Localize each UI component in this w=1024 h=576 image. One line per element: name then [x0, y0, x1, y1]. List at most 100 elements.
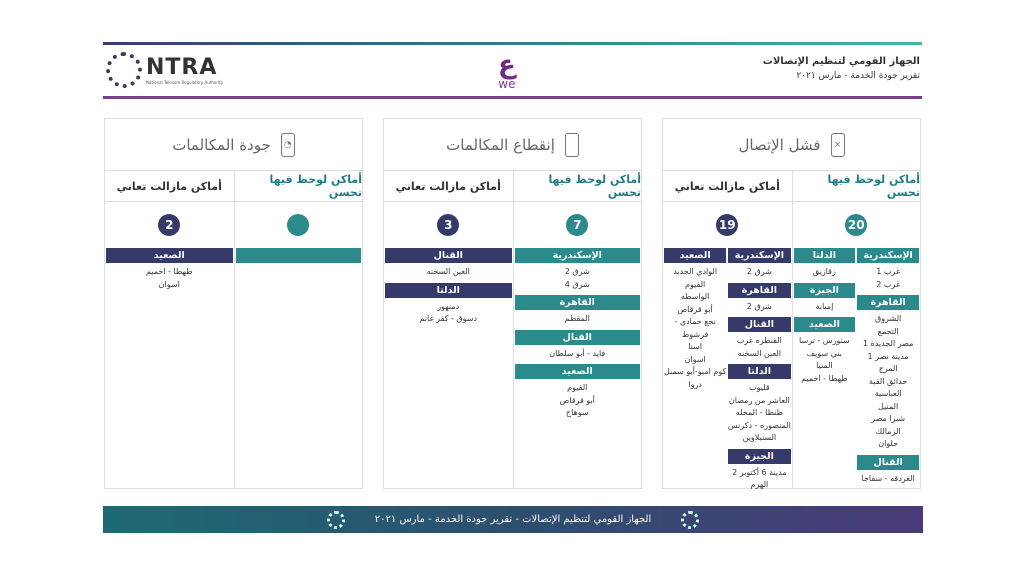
place-item: سنورس - ترسا [799, 336, 850, 345]
region-header [235, 248, 361, 263]
place-item: الفيوم [685, 279, 706, 289]
region-header: القنال [385, 248, 512, 263]
place-item: اسوان [684, 354, 706, 364]
card-title-row: إنقطاع المكالمات [384, 119, 641, 171]
place-item: حلوان [878, 439, 899, 448]
region-group: القنال العين السخنه [384, 248, 513, 283]
region-group: الصعيد الوادي الجديد الفيوم الواسطه أبو قرق… [663, 248, 727, 395]
places-list: الغردقه - سفاجا [856, 470, 920, 490]
place-item: الزمالك [875, 426, 901, 436]
place-item: مدينة نصر 1 [867, 351, 909, 361]
count-row: 2 [105, 202, 234, 248]
place-item: الهرم [750, 480, 769, 489]
region-group: الإسكندرية شرق 2 [727, 248, 791, 283]
region-header: الصعيد [106, 248, 233, 263]
improved-header: أماكن لوحظ فيها تحسن [234, 171, 362, 202]
card-title: فشل الإتصال [738, 135, 821, 154]
count-badge [287, 214, 310, 236]
region-group: الدلتا زقازيق [793, 248, 857, 283]
region-header: القاهرة [514, 295, 640, 310]
region-header: القنال [514, 329, 640, 345]
region-header: الإسكندرية [857, 248, 919, 263]
place-item: أبو قرقاص [559, 395, 595, 405]
metric-card: إنقطاع المكالمات أماكن لوحظ فيها تحسن 7 … [383, 118, 642, 489]
region-header: القاهرة [728, 282, 791, 298]
places-list [235, 263, 363, 270]
ntra-logo: NTRA National Telecom Regulatory Authori… [106, 52, 223, 88]
suffering-header: أماكن مازالت تعاني [384, 171, 513, 202]
region-group: القاهرة شرق 2 [727, 282, 791, 318]
card-title: إنقطاع المكالمات [446, 135, 555, 154]
place-item: دسوق - كفر غانم [419, 314, 478, 323]
place-item: طهطا - اخميم [801, 373, 848, 383]
improved-header: أماكن لوحظ فيها تحسن [792, 171, 920, 202]
places-list: الفيوم أبو قرقاص سوهاج [514, 379, 642, 424]
card-title: جودة المكالمات [172, 135, 271, 154]
ntra-logo-text: NTRA [146, 55, 218, 80]
places-list: زقازيق [793, 263, 857, 283]
region-group: الدلتا قليوب العاشر من رمضان طنطا - المحله… [727, 364, 791, 449]
region-group: القنال فايد - أبو سلطان [514, 329, 642, 365]
place-item: إمبابة [815, 301, 834, 311]
count-row: 19 [663, 202, 792, 248]
place-item: الواسطه [680, 292, 710, 301]
region-header: الجيزة [793, 282, 856, 298]
place-item: مصر الجديدة 1 [862, 339, 914, 348]
place-item: الشروق [874, 314, 902, 323]
place-item: شرق 2 [746, 267, 772, 276]
phone-icon [564, 132, 579, 157]
places-list: العين السخنه [384, 263, 513, 283]
place-item: المنيا [816, 361, 833, 370]
places-list: المقطم [514, 310, 642, 330]
place-item: اسوان [158, 279, 180, 289]
place-item: الغردقه - سفاجا [861, 473, 915, 483]
place-item: الفيوم [567, 383, 588, 392]
places-list: إمبابة [793, 298, 857, 318]
place-item: قليوب [749, 383, 770, 392]
place-item: شبرا مصر [871, 414, 906, 423]
region-group: الجيزة مدينة 6 أكتوبر 2 الهرم [727, 448, 791, 496]
place-item: دمنهور [437, 301, 460, 311]
count-badge: 3 [437, 214, 460, 236]
place-item: نجع حمادي - فرشوط [674, 317, 716, 339]
place-item: حدائق القبة [869, 376, 908, 386]
metric-card: × فشل الإتصال أماكن لوحظ فيها تحسن 20 ال… [662, 118, 921, 489]
place-item: العين السخنه [737, 348, 781, 358]
places-list: الشروق التجمع مصر الجديدة 1 مدينة نصر 1 المر… [856, 310, 920, 455]
place-item: غرب 2 [876, 279, 900, 289]
region-group: القنال الغردقه - سفاجا [856, 454, 920, 490]
region-group: الإسكندرية شرق 2 شرق 4 [514, 248, 642, 295]
suffering-column: أماكن مازالت تعاني 19 الإسكندرية شرق 2 ا… [663, 171, 792, 489]
places-list: شرق 2 [727, 263, 791, 283]
place-item: سوهاج [565, 408, 589, 417]
card-title-row: ◔ جودة المكالمات [105, 119, 362, 171]
count-row: 20 [793, 202, 921, 248]
place-item: غرب 1 [876, 267, 900, 276]
count-badge: 20 [845, 214, 868, 236]
region-header: القنال [857, 454, 919, 470]
card-title-row: × فشل الإتصال [663, 119, 920, 171]
region-header: الصعيد [793, 317, 856, 332]
place-item: العين السخنه [426, 267, 470, 276]
places-list: الوادي الجديد الفيوم الواسطه أبو قرقاص نجع ح… [663, 263, 727, 395]
places-list: طهطا - اخميم اسوان [105, 263, 234, 295]
place-item: اسنا [688, 342, 703, 351]
region-group: الإسكندرية غرب 1 غرب 2 [856, 248, 920, 295]
ntra-logo-icon [681, 510, 700, 529]
phone-x-icon: × [830, 132, 845, 157]
count-row: 7 [514, 202, 642, 248]
place-item: العاشر من رمضان [728, 395, 790, 405]
region-header: الجيزة [728, 448, 791, 464]
place-item: شرق 4 [564, 279, 590, 289]
ntra-logo-icon [326, 510, 345, 529]
place-item: طهطا - اخميم [145, 267, 193, 276]
header-top-line [103, 42, 922, 45]
place-item: القنطره غرب [736, 336, 782, 345]
region-group: الصعيد سنورس - ترسا بني سويف المنيا طهطا - … [793, 317, 857, 389]
region-header: الإسكندرية [728, 248, 791, 263]
place-item: أبو قرقاص [677, 304, 713, 314]
place-item: طنطا - المحله [735, 408, 783, 417]
region-group: القنال القنطره غرب العين السخنه [727, 317, 791, 364]
region-group: القاهرة الشروق التجمع مصر الجديدة 1 مدينة ن… [856, 295, 920, 455]
